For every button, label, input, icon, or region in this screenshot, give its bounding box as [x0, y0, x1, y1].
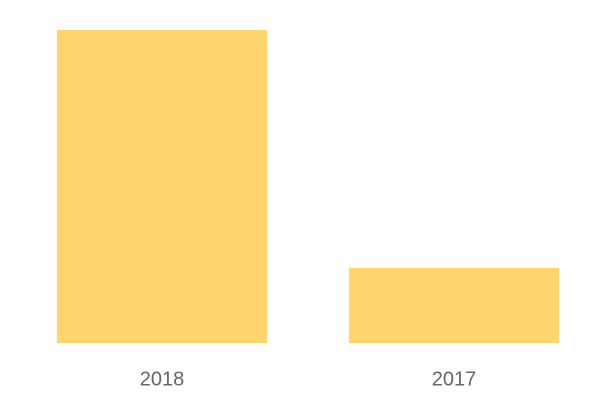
x-tick-label: 2018	[140, 368, 185, 390]
x-tick-label: 2017	[432, 368, 477, 390]
bar	[56, 30, 268, 343]
bar	[348, 267, 560, 343]
